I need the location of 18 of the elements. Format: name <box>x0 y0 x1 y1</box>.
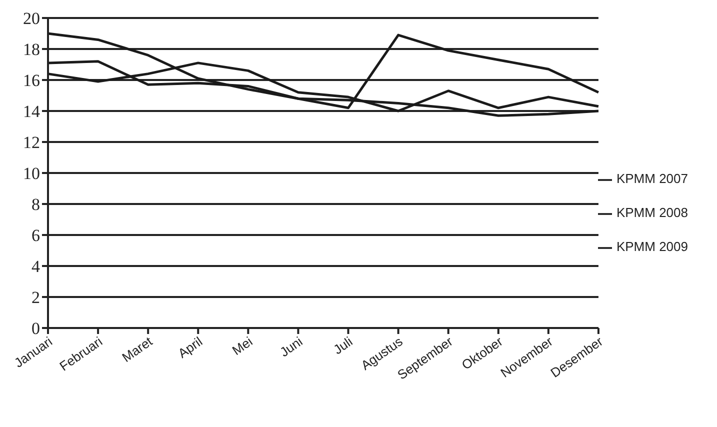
x-tick-label: Juni <box>277 334 306 360</box>
legend-label: KPMM 2009 <box>616 239 688 254</box>
y-tick-label: 20 <box>23 9 40 28</box>
x-tick-label: Juli <box>330 334 356 358</box>
y-tick-label: 10 <box>23 164 40 184</box>
y-tick-label: 16 <box>23 71 40 90</box>
y-tick-label: 12 <box>23 133 40 152</box>
y-tick-label: 2 <box>32 288 40 308</box>
legend-label: KPMM 2007 <box>616 171 688 186</box>
y-tick-label: 6 <box>32 226 40 246</box>
y-tick-label: 4 <box>32 257 40 276</box>
y-tick-label: 0 <box>32 319 40 338</box>
y-tick-label: 8 <box>32 195 40 214</box>
legend-label: KPMM 2008 <box>616 205 688 220</box>
y-tick-label: 14 <box>23 102 40 122</box>
x-tick-label: April <box>175 334 206 361</box>
x-tick-label: Mei <box>229 334 256 358</box>
y-tick-label: 18 <box>23 40 40 60</box>
